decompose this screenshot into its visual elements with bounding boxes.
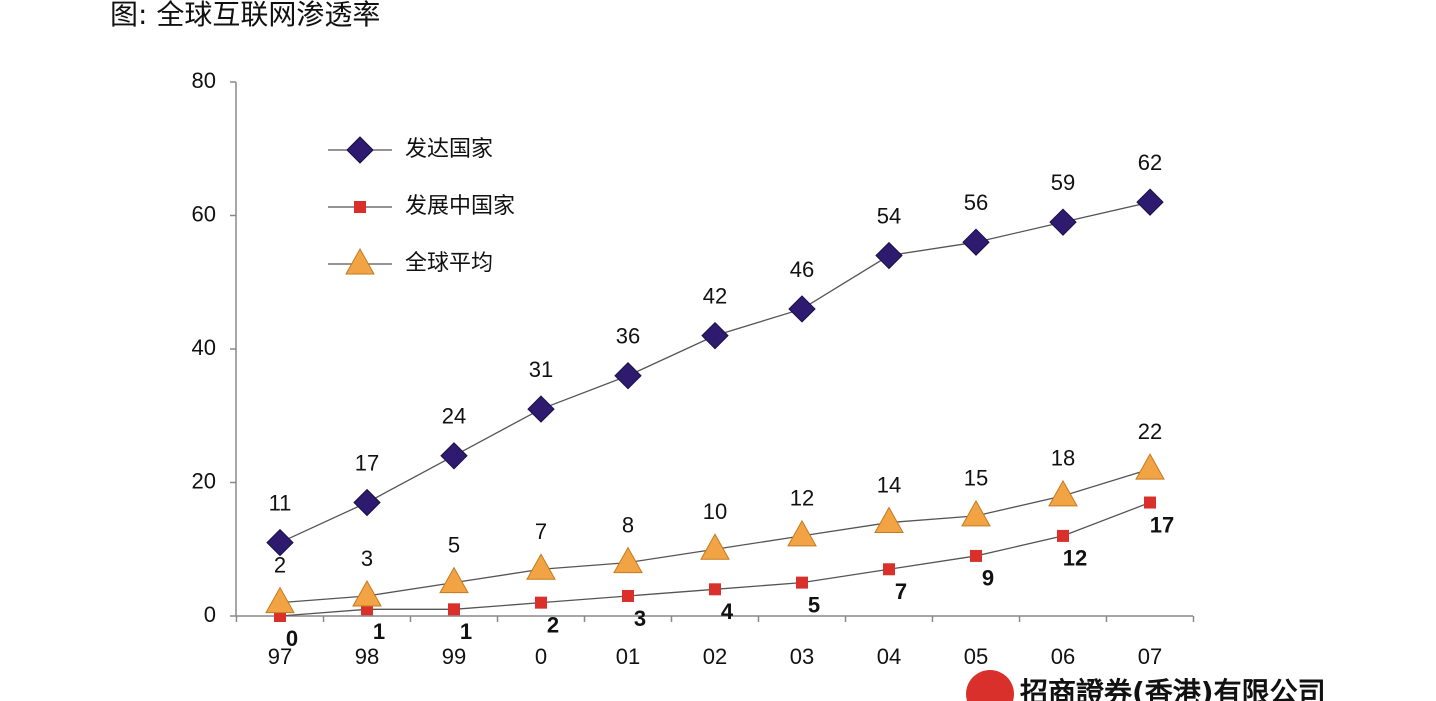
- data-point: [962, 228, 990, 256]
- data-label: 24: [442, 404, 466, 429]
- data-point: [526, 553, 556, 580]
- data-point: [448, 603, 460, 616]
- data-label: 5: [808, 592, 820, 617]
- data-point: [614, 361, 642, 390]
- legend-label: 发达国家: [405, 137, 493, 162]
- data-point: [1057, 529, 1069, 542]
- legend-marker: [354, 201, 366, 213]
- data-label: 1: [373, 619, 385, 644]
- data-point: [788, 295, 816, 323]
- data-label: 1: [460, 619, 472, 644]
- data-point: [266, 528, 294, 557]
- x-tick-label: 03: [790, 644, 814, 669]
- data-point: [527, 395, 555, 423]
- data-label: 0: [286, 626, 298, 651]
- data-point: [1048, 479, 1078, 507]
- data-label: 7: [535, 519, 547, 544]
- data-label: 17: [1150, 512, 1174, 537]
- data-label: 46: [790, 257, 814, 282]
- data-point: [970, 549, 982, 562]
- data-point: [535, 596, 547, 609]
- data-label: 7: [895, 579, 907, 604]
- x-tick-label: 97: [268, 644, 292, 669]
- data-label: 42: [703, 283, 727, 308]
- data-label: 54: [877, 203, 901, 228]
- data-label: 12: [1063, 546, 1087, 571]
- logo-icon: [966, 670, 1014, 701]
- data-point: [875, 241, 903, 270]
- x-tick-label: 05: [964, 644, 988, 669]
- data-label: 5: [448, 532, 460, 557]
- data-point: [1049, 208, 1077, 236]
- data-point: [1144, 496, 1156, 509]
- data-label: 31: [529, 357, 553, 382]
- data-point: [622, 589, 634, 602]
- data-label: 3: [634, 606, 646, 631]
- legend-marker: [346, 136, 374, 164]
- data-point: [709, 583, 721, 596]
- data-point: [1136, 188, 1164, 216]
- data-point: [787, 519, 817, 547]
- data-label: 22: [1138, 419, 1162, 444]
- data-label: 62: [1138, 150, 1162, 175]
- data-label: 56: [964, 190, 988, 215]
- y-tick-label: 20: [192, 468, 216, 493]
- data-point: [796, 576, 808, 589]
- x-tick-label: 98: [355, 644, 379, 669]
- x-tick-label: 02: [703, 644, 727, 669]
- data-label: 36: [616, 324, 640, 349]
- data-label: 4: [721, 599, 734, 624]
- data-label: 12: [790, 486, 814, 511]
- data-point: [265, 586, 295, 614]
- y-tick-label: 40: [192, 335, 216, 360]
- legend-label: 全球平均: [405, 251, 493, 276]
- data-label: 9: [982, 566, 994, 591]
- legend-marker: [345, 247, 375, 275]
- page-title: 图: 全球互联网渗透率: [110, 0, 380, 31]
- x-tick-label: 06: [1051, 644, 1075, 669]
- data-point: [613, 546, 643, 574]
- x-tick-label: 04: [877, 644, 901, 669]
- data-label: 2: [547, 612, 559, 637]
- data-point: [440, 442, 468, 470]
- data-point: [353, 488, 381, 517]
- x-tick-label: 99: [442, 644, 466, 669]
- data-point: [961, 499, 991, 527]
- data-label: 3: [361, 546, 373, 571]
- data-point: [352, 579, 382, 607]
- data-label: 10: [703, 499, 727, 524]
- data-label: 18: [1051, 446, 1075, 471]
- x-tick-label: 07: [1138, 644, 1162, 669]
- data-point: [700, 533, 730, 560]
- x-tick-label: 0: [535, 644, 547, 669]
- data-point: [439, 566, 469, 594]
- data-label: 15: [964, 466, 988, 491]
- y-tick-label: 0: [204, 602, 216, 627]
- data-label: 14: [877, 472, 901, 497]
- data-label: 17: [355, 450, 379, 475]
- data-label: 2: [274, 552, 286, 577]
- y-tick-label: 80: [192, 68, 216, 93]
- data-point: [874, 506, 904, 534]
- data-point: [883, 563, 895, 576]
- data-point: [1135, 453, 1165, 480]
- footer-logo: 招商證券(香港)有限公司: [1020, 676, 1326, 701]
- y-tick-label: 60: [192, 201, 216, 226]
- x-tick-label: 01: [616, 644, 640, 669]
- data-label: 11: [269, 490, 292, 515]
- legend-label: 发展中国家: [405, 194, 515, 219]
- data-label: 59: [1051, 170, 1075, 195]
- data-point: [701, 321, 729, 350]
- data-label: 8: [622, 512, 634, 537]
